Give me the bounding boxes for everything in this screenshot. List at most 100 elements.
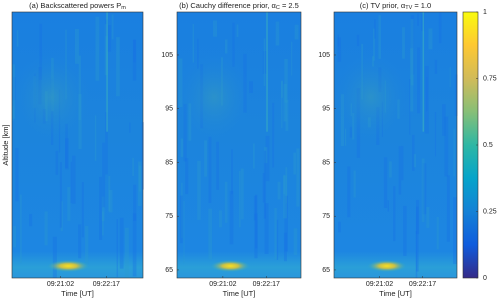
heatmap-texture — [39, 23, 43, 81]
heatmap-texture — [449, 67, 451, 88]
heatmap-texture — [436, 216, 439, 250]
x-tick-label: 09:22:17 — [93, 281, 120, 288]
heatmap-texture — [129, 122, 131, 133]
heatmap-texture — [410, 48, 414, 112]
heatmap-texture — [293, 152, 297, 175]
heatmap-texture — [283, 175, 287, 219]
y-tick-label: 65 — [165, 267, 173, 274]
heatmap-texture — [44, 211, 48, 246]
y-tick-label: 75 — [165, 213, 173, 220]
heatmap-texture — [236, 24, 239, 38]
x-axis-label: Time [UT] — [223, 289, 256, 298]
title-subscript: C — [276, 5, 280, 11]
heatmap-texture — [426, 77, 428, 112]
heatmap-texture — [232, 22, 235, 67]
heatmap-texture — [20, 194, 22, 264]
heatmap-texture — [224, 181, 228, 223]
heatmap-texture — [338, 221, 341, 233]
heatmap-cloud — [12, 52, 91, 143]
plot-frame — [333, 11, 458, 279]
heatmap-texture — [78, 224, 82, 259]
heatmap-texture — [421, 158, 425, 223]
heatmap-texture — [208, 208, 213, 260]
heatmap-texture — [231, 149, 233, 195]
heatmap-texture — [132, 213, 137, 277]
heatmap-spot — [367, 260, 407, 272]
heatmap-texture — [197, 160, 201, 220]
heatmap-texture — [291, 41, 293, 76]
heatmap-texture — [383, 157, 388, 208]
heatmap-texture — [434, 59, 438, 74]
x-tick-label: 09:22:17 — [253, 281, 280, 288]
heatmap-cloud — [334, 52, 408, 143]
y-tick-label: 85 — [165, 159, 173, 166]
heatmap-texture — [254, 213, 258, 259]
title-subscript: m — [121, 5, 126, 11]
heatmap-texture — [453, 128, 455, 177]
heatmap-texture — [401, 145, 404, 181]
heatmap-streak — [422, 12, 425, 132]
heatmap-texture — [132, 157, 134, 177]
heatmap-texture — [85, 225, 89, 265]
heatmap-texture — [213, 20, 218, 37]
y-tick-label: 65 — [322, 267, 330, 274]
heatmap-streak — [266, 12, 268, 132]
heatmap-texture — [285, 100, 289, 131]
heatmap-texture — [415, 199, 420, 235]
heatmap-texture — [116, 219, 118, 278]
heatmap-texture — [102, 211, 104, 236]
heatmap-texture — [337, 34, 339, 47]
heatmap-texture — [264, 147, 268, 164]
heatmap-texture — [262, 173, 265, 203]
heatmap-texture — [284, 58, 288, 103]
heatmap-texture — [412, 134, 415, 171]
heatmap-texture — [138, 165, 142, 192]
heatmap-texture — [285, 167, 288, 204]
heatmap-texture — [59, 162, 62, 228]
heatmap-texture — [183, 200, 185, 264]
colorbar-tick-label: 0.25 — [483, 208, 497, 215]
title-text: (c) TV prior, α — [360, 1, 406, 10]
heatmap-texture — [402, 27, 405, 59]
x-axis-label: Time [UT] — [61, 289, 94, 298]
heatmap-texture — [434, 112, 437, 157]
heatmap-texture — [296, 148, 300, 207]
heatmap-texture — [253, 195, 257, 221]
heatmap-texture — [283, 232, 287, 262]
heatmap-texture — [424, 65, 429, 134]
heatmap-texture — [29, 213, 33, 227]
heatmap-texture — [60, 201, 63, 232]
colorbar-tick-label: 1 — [483, 9, 487, 16]
heatmap-texture — [263, 150, 267, 219]
y-tick-label: 105 — [318, 52, 330, 59]
heatmap-texture — [453, 197, 457, 264]
heatmap-texture — [293, 228, 298, 255]
heatmap-texture — [284, 195, 288, 252]
heatmap-texture — [409, 79, 411, 135]
heatmap-texture — [356, 34, 360, 47]
heatmap-texture — [281, 81, 283, 129]
heatmap-texture — [141, 122, 144, 190]
x-tick-label: 09:22:17 — [409, 281, 436, 288]
heatmap-texture — [52, 236, 57, 278]
heatmap-texture — [378, 15, 381, 59]
heatmap-texture — [337, 37, 342, 62]
panel-title: (c) TV prior, αTV = 1.0 — [360, 1, 431, 11]
heatmap-texture — [208, 136, 212, 204]
heatmap-texture — [101, 196, 105, 222]
heatmap-texture — [107, 25, 112, 52]
heatmap-texture — [116, 37, 120, 97]
colorbar — [462, 11, 479, 279]
heatmap-texture — [274, 208, 277, 260]
heatmap-texture — [428, 28, 433, 50]
title-text: (a) Backscattered powers P — [29, 1, 121, 10]
heatmap-texture — [104, 24, 108, 76]
y-tick-label: 95 — [322, 106, 330, 113]
heatmap-texture — [133, 184, 137, 221]
heatmap-texture — [263, 38, 266, 87]
heatmap-texture — [95, 16, 100, 81]
y-tick-label: 105 — [161, 52, 173, 59]
heatmap-texture — [185, 158, 189, 195]
heatmap-texture — [94, 115, 97, 161]
